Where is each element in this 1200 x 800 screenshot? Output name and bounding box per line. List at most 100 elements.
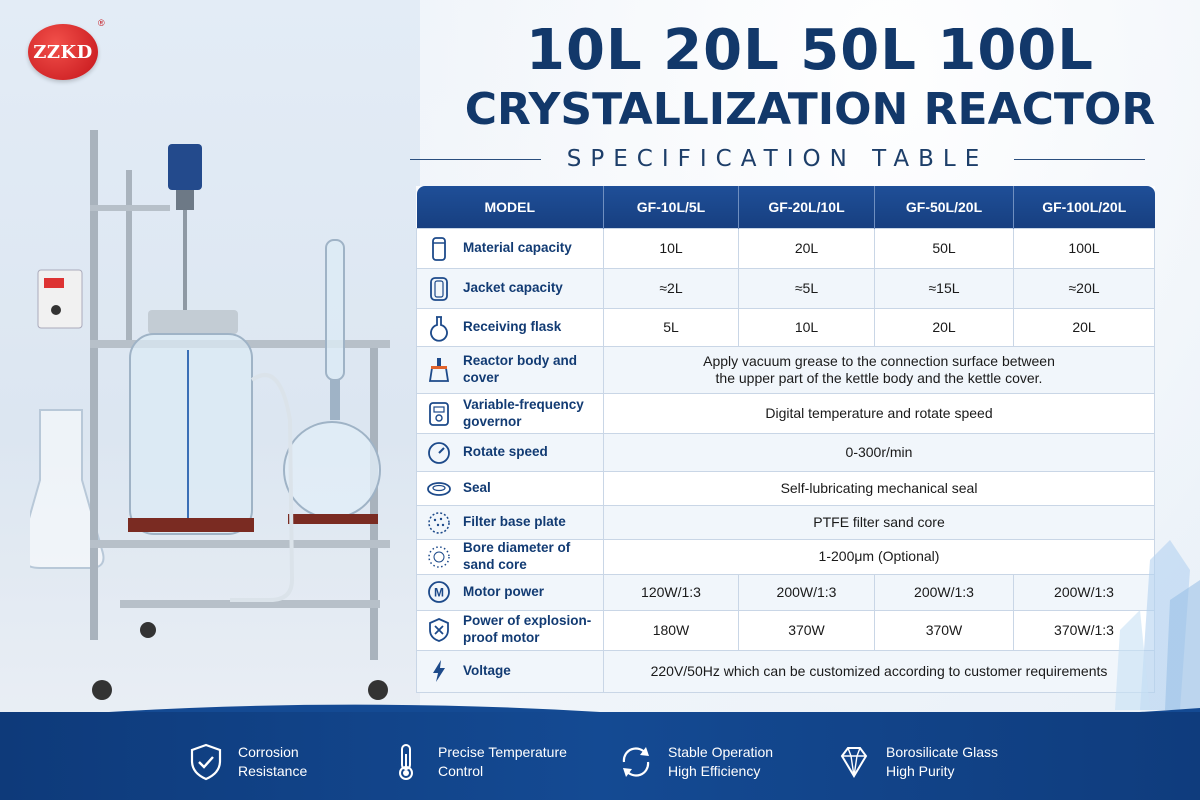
param-cell: Voltage xyxy=(416,649,604,693)
param-cell: Filter base plate xyxy=(416,505,604,540)
feature-line: Stable Operation xyxy=(668,744,774,760)
diamond-icon xyxy=(834,742,874,782)
table-cell: 50L xyxy=(874,228,1014,269)
feature-corrosion: Corrosion Resistance xyxy=(186,740,307,784)
table-cell: 10L xyxy=(738,308,875,347)
subtitle-row: SPECIFICATION TABLE xyxy=(410,145,1146,173)
feature-line: High Efficiency xyxy=(668,763,761,779)
table-cell: ≈2L xyxy=(603,268,739,309)
feature-line: Borosilicate Glass xyxy=(886,744,999,760)
table-cell: 180W xyxy=(603,609,739,651)
flask-icon xyxy=(425,314,453,342)
lightning-icon xyxy=(425,657,453,685)
param-cell: Jacket capacity xyxy=(416,268,604,309)
brand-logo: ZZKD xyxy=(28,24,98,80)
table-cell: 20L xyxy=(874,308,1014,347)
table-row: Material capacity 10L 20L 50L 100L xyxy=(416,228,1155,269)
param-label: Seal xyxy=(463,480,491,496)
column-header: GF-10L/5L xyxy=(603,186,739,229)
sand-core-icon xyxy=(425,543,453,571)
table-cell: ≈20L xyxy=(1013,268,1155,309)
param-label: Reactor body and cover xyxy=(463,353,578,385)
controller-icon xyxy=(425,400,453,428)
table-row: Receiving flask 5L 10L 20L 20L xyxy=(416,308,1155,347)
param-label: Rotate speed xyxy=(463,444,548,460)
explosion-proof-icon xyxy=(425,616,453,644)
table-cell: 10L xyxy=(603,228,739,269)
svg-text:M: M xyxy=(434,586,444,600)
param-label: Power of explosion- proof motor xyxy=(463,613,592,646)
feature-line: Control xyxy=(438,763,484,779)
column-header: MODEL xyxy=(416,186,604,229)
param-label: Filter base plate xyxy=(463,514,566,530)
beaker-icon xyxy=(425,235,453,263)
motor-icon: M xyxy=(425,578,453,606)
param-label: Bore diameter of sand core xyxy=(463,540,571,572)
shield-check-icon xyxy=(186,742,226,782)
param-cell: Rotate speed xyxy=(416,433,604,472)
table-row: Seal Self-lubricating mechanical seal xyxy=(416,471,1155,506)
param-cell: Seal xyxy=(416,471,604,506)
column-header: GF-20L/10L xyxy=(738,186,875,229)
jacket-icon xyxy=(425,275,453,303)
table-cell: 200W/1:3 xyxy=(874,573,1014,611)
table-row: Filter base plate PTFE filter sand core xyxy=(416,505,1155,540)
crystal-decoration xyxy=(1115,540,1200,710)
param-cell: M Motor power xyxy=(416,573,604,611)
column-header: GF-50L/20L xyxy=(874,186,1014,229)
subtitle-rule-right xyxy=(1014,158,1146,160)
merged-cell: 0-300r/min xyxy=(603,433,1155,472)
feature-line: Resistance xyxy=(238,763,308,779)
table-cell: 200W/1:3 xyxy=(1013,573,1155,611)
merged-cell: Digital temperature and rotate speed xyxy=(603,393,1155,434)
merged-cell: Self-lubricating mechanical seal xyxy=(603,471,1155,506)
feature-glass: Borosilicate Glass High Purity xyxy=(834,740,998,784)
table-row: Variable-frequency governor Digital temp… xyxy=(416,393,1155,434)
table-cell: ≈5L xyxy=(738,268,875,309)
spec-table: MODEL GF-10L/5L GF-20L/10L GF-50L/20L GF… xyxy=(416,186,1155,693)
title-capacities: 10L 20L 50L 100L xyxy=(526,18,1094,83)
feature-band xyxy=(0,712,1200,800)
reactor-icon xyxy=(425,356,453,384)
param-label: Receiving flask xyxy=(463,319,562,335)
merged-cell: 1-200μm (Optional) xyxy=(603,539,1155,575)
thermometer-icon xyxy=(386,742,426,782)
table-cell: 100L xyxy=(1013,228,1155,269)
table-cell: 120W/1:3 xyxy=(603,573,739,611)
feature-stable: Stable Operation High Efficiency xyxy=(616,740,773,784)
param-cell: Bore diameter of sand core xyxy=(416,539,604,575)
param-cell: Variable-frequency governor xyxy=(416,393,604,434)
param-label: Variable-frequency governor xyxy=(463,396,584,429)
merged-cell: Apply vacuum grease to the connection su… xyxy=(603,346,1155,394)
subtitle-rule-left xyxy=(410,158,541,160)
table-cell: 370W/1:3 xyxy=(1013,609,1155,651)
merged-cell: 220V/50Hz which can be customized accord… xyxy=(603,649,1155,693)
param-label: Voltage xyxy=(463,662,511,678)
seal-icon xyxy=(425,475,453,503)
param-label: Jacket capacity xyxy=(463,280,563,296)
table-row: M Motor power 120W/1:3 200W/1:3 200W/1:3… xyxy=(416,573,1155,611)
table-cell: ≈15L xyxy=(874,268,1014,309)
table-cell: 20L xyxy=(738,228,875,269)
table-row: Reactor body and cover Apply vacuum grea… xyxy=(416,346,1155,394)
column-header: GF-100L/20L xyxy=(1013,186,1155,229)
param-cell: Reactor body and cover xyxy=(416,346,604,394)
table-row: Bore diameter of sand core 1-200μm (Opti… xyxy=(416,539,1155,575)
title-product: CRYSTALLIZATION REACTOR xyxy=(464,84,1156,135)
table-cell: 20L xyxy=(1013,308,1155,347)
table-row: Rotate speed 0-300r/min xyxy=(416,433,1155,472)
reactor-illustration xyxy=(30,130,390,700)
param-cell: Receiving flask xyxy=(416,308,604,347)
filter-icon xyxy=(425,509,453,537)
feature-temperature: Precise Temperature Control xyxy=(386,740,567,784)
table-header-row: MODEL GF-10L/5L GF-20L/10L GF-50L/20L GF… xyxy=(416,186,1155,229)
table-cell: 5L xyxy=(603,308,739,347)
param-label: Motor power xyxy=(463,583,544,599)
param-cell: Power of explosion- proof motor xyxy=(416,609,604,651)
cycle-arrows-icon xyxy=(616,742,656,782)
table-cell: 200W/1:3 xyxy=(738,573,875,611)
table-cell: 370W xyxy=(874,609,1014,651)
feature-line: Corrosion xyxy=(238,744,299,760)
table-row: Power of explosion- proof motor 180W 370… xyxy=(416,609,1155,651)
feature-line: High Purity xyxy=(886,763,955,779)
